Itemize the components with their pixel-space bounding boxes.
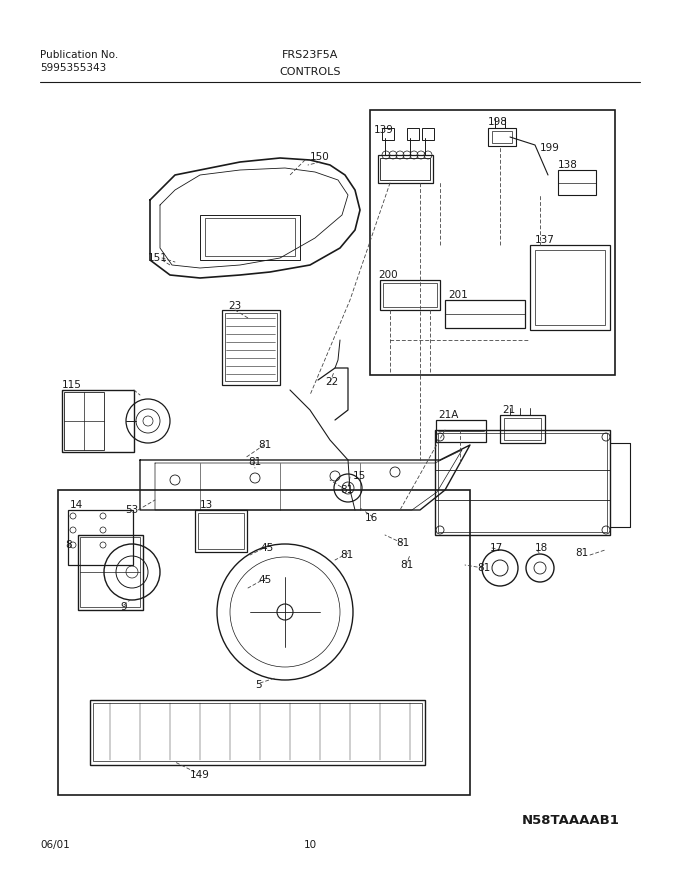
- Bar: [80, 537, 140, 607]
- Bar: [370, 110, 615, 375]
- Text: 81: 81: [396, 538, 409, 548]
- Bar: [78, 535, 143, 610]
- Text: 201: 201: [448, 290, 468, 300]
- Bar: [68, 510, 133, 565]
- Text: 13: 13: [200, 500, 214, 510]
- Bar: [504, 418, 541, 440]
- Text: N58TAAAAB1: N58TAAAAB1: [522, 813, 620, 826]
- Bar: [64, 392, 104, 450]
- Text: 14: 14: [70, 500, 83, 510]
- Bar: [500, 415, 545, 443]
- Bar: [422, 128, 434, 140]
- Bar: [380, 158, 430, 180]
- Text: 22: 22: [325, 377, 338, 387]
- Bar: [383, 283, 437, 307]
- Text: 10: 10: [303, 840, 317, 850]
- Text: 53: 53: [125, 505, 138, 515]
- Bar: [198, 513, 244, 549]
- Text: 5: 5: [255, 680, 262, 690]
- Text: CONTROLS: CONTROLS: [279, 67, 341, 77]
- Bar: [205, 218, 295, 256]
- Text: 18: 18: [535, 543, 548, 553]
- Text: 115: 115: [62, 380, 82, 390]
- Text: 23: 23: [228, 301, 241, 311]
- Text: 81: 81: [400, 560, 413, 570]
- Bar: [380, 280, 440, 310]
- Text: 8: 8: [65, 540, 71, 550]
- Text: 81: 81: [575, 548, 588, 558]
- Bar: [58, 490, 470, 795]
- Text: 15: 15: [353, 471, 367, 481]
- Text: 16: 16: [365, 513, 378, 523]
- Text: 45: 45: [260, 543, 273, 553]
- Text: 81: 81: [258, 440, 271, 450]
- Text: 200: 200: [378, 270, 398, 280]
- Bar: [222, 310, 280, 385]
- Text: 150: 150: [310, 152, 330, 162]
- Bar: [225, 313, 277, 381]
- Text: 138: 138: [558, 160, 578, 170]
- Bar: [445, 300, 525, 328]
- Text: 17: 17: [490, 543, 503, 553]
- Bar: [93, 703, 422, 761]
- Text: 151: 151: [148, 253, 168, 263]
- Bar: [382, 128, 394, 140]
- Bar: [436, 420, 486, 442]
- Bar: [488, 128, 516, 146]
- Text: 06/01: 06/01: [40, 840, 70, 850]
- Bar: [407, 128, 419, 140]
- Text: Publication No.: Publication No.: [40, 50, 118, 60]
- Text: FRS23F5A: FRS23F5A: [282, 50, 338, 60]
- Text: 21: 21: [502, 405, 515, 415]
- Bar: [195, 510, 247, 552]
- Bar: [438, 433, 607, 532]
- Text: 9: 9: [120, 602, 126, 612]
- Bar: [435, 430, 610, 535]
- Bar: [200, 215, 300, 260]
- Text: 81: 81: [248, 457, 261, 467]
- Bar: [535, 250, 605, 325]
- Text: 81: 81: [340, 485, 353, 495]
- Text: 137: 137: [535, 235, 555, 245]
- Bar: [492, 131, 512, 143]
- Bar: [90, 700, 425, 765]
- Text: 81: 81: [340, 550, 353, 560]
- Text: 21A: 21A: [438, 410, 458, 420]
- Bar: [62, 390, 134, 452]
- Text: 139: 139: [374, 125, 394, 135]
- Text: 5995355343: 5995355343: [40, 63, 106, 73]
- Text: 45: 45: [258, 575, 271, 585]
- Bar: [558, 170, 596, 195]
- Text: 199: 199: [540, 143, 560, 153]
- Bar: [530, 245, 610, 330]
- Text: 198: 198: [488, 117, 508, 127]
- Text: 81: 81: [477, 563, 490, 573]
- Bar: [378, 155, 433, 183]
- Text: 149: 149: [190, 770, 210, 780]
